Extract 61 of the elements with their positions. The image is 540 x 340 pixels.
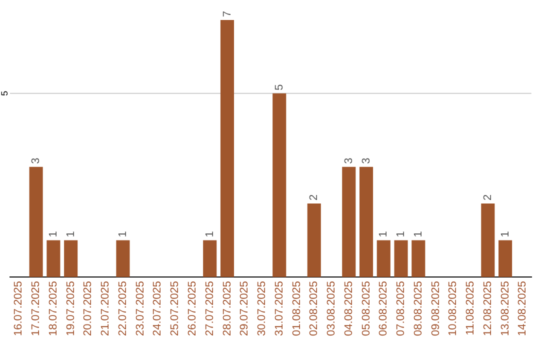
x-tick-label: 27.07.2025	[204, 280, 216, 336]
bar	[498, 240, 512, 277]
x-tick-label: 23.07.2025	[134, 280, 146, 336]
ref-line-label: 5	[0, 90, 10, 96]
x-tick-label: 02.08.2025	[308, 280, 320, 336]
x-tick-label: 26.07.2025	[186, 280, 199, 336]
x-tick-label: 04.08.2025	[342, 280, 355, 336]
x-tick-label: 03.08.2025	[326, 280, 338, 336]
data-label: 7	[221, 10, 234, 17]
x-tick-label: 09.08.2025	[430, 280, 442, 336]
data-label: 2	[308, 194, 320, 201]
x-tick-label: 10.08.2025	[447, 280, 460, 336]
x-tick-label: 30.07.2025	[256, 280, 268, 336]
x-tick-label: 24.07.2025	[152, 280, 164, 336]
data-label: 1	[64, 231, 77, 238]
x-tick-label: 21.07.2025	[100, 280, 112, 336]
data-label: 1	[395, 231, 408, 238]
data-label: 1	[499, 231, 512, 238]
x-tick-label: 19.07.2025	[64, 280, 77, 336]
data-label: 3	[342, 158, 355, 164]
data-label: 1	[47, 231, 60, 238]
x-tick-label: 28.07.2025	[221, 280, 234, 336]
data-label: 1	[116, 231, 129, 238]
bar	[307, 204, 321, 277]
bar	[272, 93, 286, 277]
x-tick-label: 12.08.2025	[482, 280, 494, 336]
data-label: 1	[204, 231, 216, 238]
bar	[342, 166, 356, 277]
bar	[203, 240, 217, 277]
bar	[376, 240, 390, 277]
x-tick-label: 18.07.2025	[47, 280, 60, 336]
bar	[481, 204, 495, 277]
x-tick-label: 14.08.2025	[516, 280, 529, 336]
x-tick-label: 29.07.2025	[238, 280, 251, 336]
bar	[220, 20, 234, 277]
bar	[46, 240, 60, 277]
x-tick-label: 06.08.2025	[378, 280, 390, 336]
x-tick-label: 13.08.2025	[499, 280, 512, 336]
bar	[412, 240, 426, 277]
x-tick-label: 01.08.2025	[290, 280, 303, 336]
bar	[29, 166, 43, 277]
data-label: 5	[273, 84, 286, 90]
data-label: 3	[30, 158, 42, 164]
data-label: 2	[482, 194, 494, 201]
bar	[359, 166, 374, 277]
data-label: 1	[412, 231, 424, 238]
x-tick-label: 07.08.2025	[395, 280, 408, 336]
x-tick-label: 08.08.2025	[412, 280, 424, 336]
bar	[64, 240, 78, 277]
x-tick-label: 17.07.2025	[30, 280, 42, 336]
data-label: 1	[378, 231, 390, 238]
x-tick-label: 11.08.2025	[464, 280, 477, 336]
bar	[116, 240, 130, 277]
x-tick-label: 20.07.2025	[82, 280, 94, 336]
x-tick-label: 16.07.2025	[12, 280, 25, 336]
x-tick-label: 22.07.2025	[116, 280, 129, 336]
data-label: 3	[360, 158, 372, 164]
x-tick-label: 25.07.2025	[169, 280, 182, 336]
x-tick-label: 05.08.2025	[360, 280, 372, 336]
bar	[394, 240, 408, 277]
x-tick-label: 31.07.2025	[273, 280, 286, 336]
